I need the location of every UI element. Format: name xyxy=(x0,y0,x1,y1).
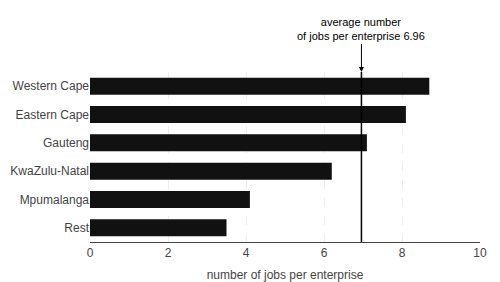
svg-text:KwaZulu-Natal: KwaZulu-Natal xyxy=(10,164,89,178)
svg-text:Gauteng: Gauteng xyxy=(43,136,89,150)
svg-text:Mpumalanga: Mpumalanga xyxy=(20,193,90,207)
svg-text:4: 4 xyxy=(243,246,250,260)
svg-text:8: 8 xyxy=(399,246,406,260)
svg-text:average numberof jobs per ente: average numberof jobs per enterprise 6.9… xyxy=(297,16,425,42)
svg-text:6: 6 xyxy=(321,246,328,260)
svg-text:10: 10 xyxy=(473,246,487,260)
svg-text:Western Cape: Western Cape xyxy=(13,79,90,93)
svg-text:Eastern Cape: Eastern Cape xyxy=(16,108,90,122)
svg-text:2: 2 xyxy=(165,246,172,260)
svg-text:Rest: Rest xyxy=(64,221,89,235)
svg-text:0: 0 xyxy=(87,246,94,260)
svg-text:number of jobs per enterprise: number of jobs per enterprise xyxy=(207,268,364,282)
